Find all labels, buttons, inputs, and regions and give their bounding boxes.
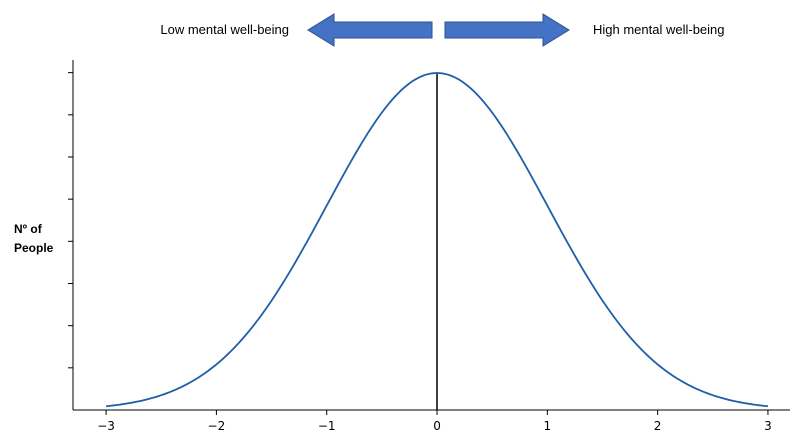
x-tick-label: 2 bbox=[654, 419, 662, 430]
left-arrow-icon bbox=[307, 13, 433, 47]
x-tick-label: 1 bbox=[544, 419, 552, 430]
x-tick-label: −3 bbox=[97, 419, 115, 430]
y-axis-label-line-1: Nº of bbox=[14, 222, 43, 236]
x-tick-label: 3 bbox=[764, 419, 772, 430]
x-tick-label: −1 bbox=[318, 419, 336, 430]
x-tick-label: −2 bbox=[208, 419, 226, 430]
high-wellbeing-label: High mental well-being bbox=[593, 22, 725, 37]
right-arrow-icon bbox=[444, 13, 570, 47]
distribution-curve bbox=[105, 72, 769, 408]
x-tick-label: 0 bbox=[433, 419, 441, 430]
y-ticks bbox=[68, 72, 73, 369]
low-wellbeing-label: Low mental well-being bbox=[160, 22, 289, 37]
x-ticks: −3 −2 −1 0 1 2 3 bbox=[97, 410, 772, 430]
y-axis-label-line-2: People bbox=[14, 241, 54, 255]
